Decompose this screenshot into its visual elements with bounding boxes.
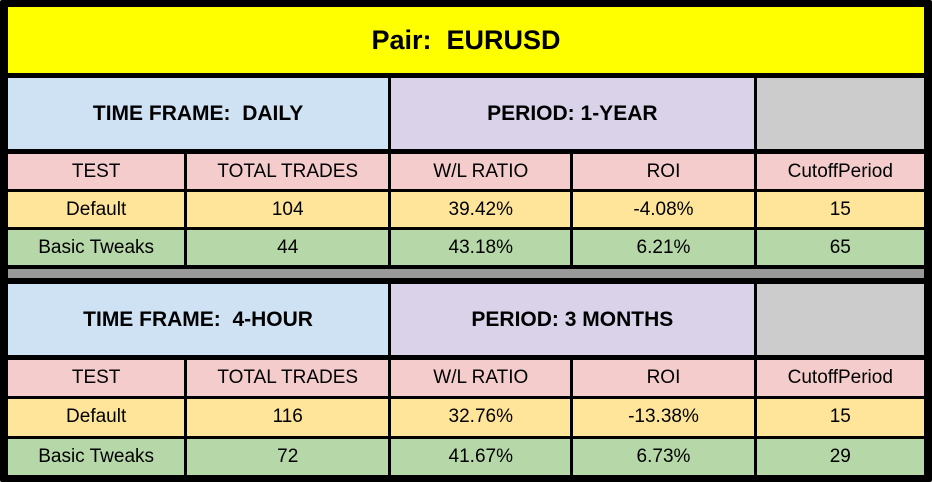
cell-cutoff-period: 29: [756, 438, 924, 475]
column-header-total-trades: TOTAL TRADES: [187, 154, 389, 189]
cell-wl-ratio: 43.18%: [391, 230, 571, 265]
cell-cutoff-period: 65: [756, 230, 924, 265]
cell-total-trades: 116: [187, 399, 389, 436]
period-3-months-label: PERIOD: 3 MONTHS: [391, 284, 754, 355]
cell-roi: 6.73%: [573, 438, 754, 475]
cell-cutoff-period: 15: [756, 399, 924, 436]
cell-roi: 6.21%: [573, 230, 754, 265]
column-header-cutoff-period: CutoffPeriod: [756, 360, 924, 397]
cell-roi: -4.08%: [573, 192, 754, 227]
section-4hour-header-band: TIME FRAME: 4-HOUR PERIOD: 3 MONTHS: [8, 284, 924, 355]
column-header-wl-ratio: W/L RATIO: [391, 154, 571, 189]
cell-cutoff-period: 15: [756, 192, 924, 227]
cell-wl-ratio: 39.42%: [391, 192, 571, 227]
timeframe-daily-label: TIME FRAME: DAILY: [8, 78, 389, 149]
column-header-test: TEST: [8, 360, 185, 397]
gray-spacer-cell: [756, 284, 924, 355]
cell-wl-ratio: 32.76%: [391, 399, 571, 436]
cell-total-trades: 72: [187, 438, 389, 475]
column-header-roi: ROI: [573, 360, 754, 397]
gray-spacer-cell: [756, 78, 924, 149]
cell-total-trades: 104: [187, 192, 389, 227]
cell-test-name: Default: [8, 192, 185, 227]
pair-title: Pair: EURUSD: [8, 7, 924, 73]
period-1-year-label: PERIOD: 1-YEAR: [391, 78, 754, 149]
column-header-total-trades: TOTAL TRADES: [187, 360, 389, 397]
timeframe-4hour-label: TIME FRAME: 4-HOUR: [8, 284, 389, 355]
results-table-4hour: TEST TOTAL TRADES W/L RATIO ROI CutoffPe…: [8, 360, 924, 475]
cell-test-name: Default: [8, 399, 185, 436]
section-divider: [8, 269, 924, 278]
cell-test-name: Basic Tweaks: [8, 438, 185, 475]
column-header-roi: ROI: [573, 154, 754, 189]
cell-wl-ratio: 41.67%: [391, 438, 571, 475]
cell-test-name: Basic Tweaks: [8, 230, 185, 265]
cell-roi: -13.38%: [573, 399, 754, 436]
cell-total-trades: 44: [187, 230, 389, 265]
section-daily-header-band: TIME FRAME: DAILY PERIOD: 1-YEAR: [8, 78, 924, 149]
column-header-test: TEST: [8, 154, 185, 189]
results-table-daily: TEST TOTAL TRADES W/L RATIO ROI CutoffPe…: [8, 154, 924, 265]
column-header-cutoff-period: CutoffPeriod: [756, 154, 924, 189]
column-header-wl-ratio: W/L RATIO: [391, 360, 571, 397]
